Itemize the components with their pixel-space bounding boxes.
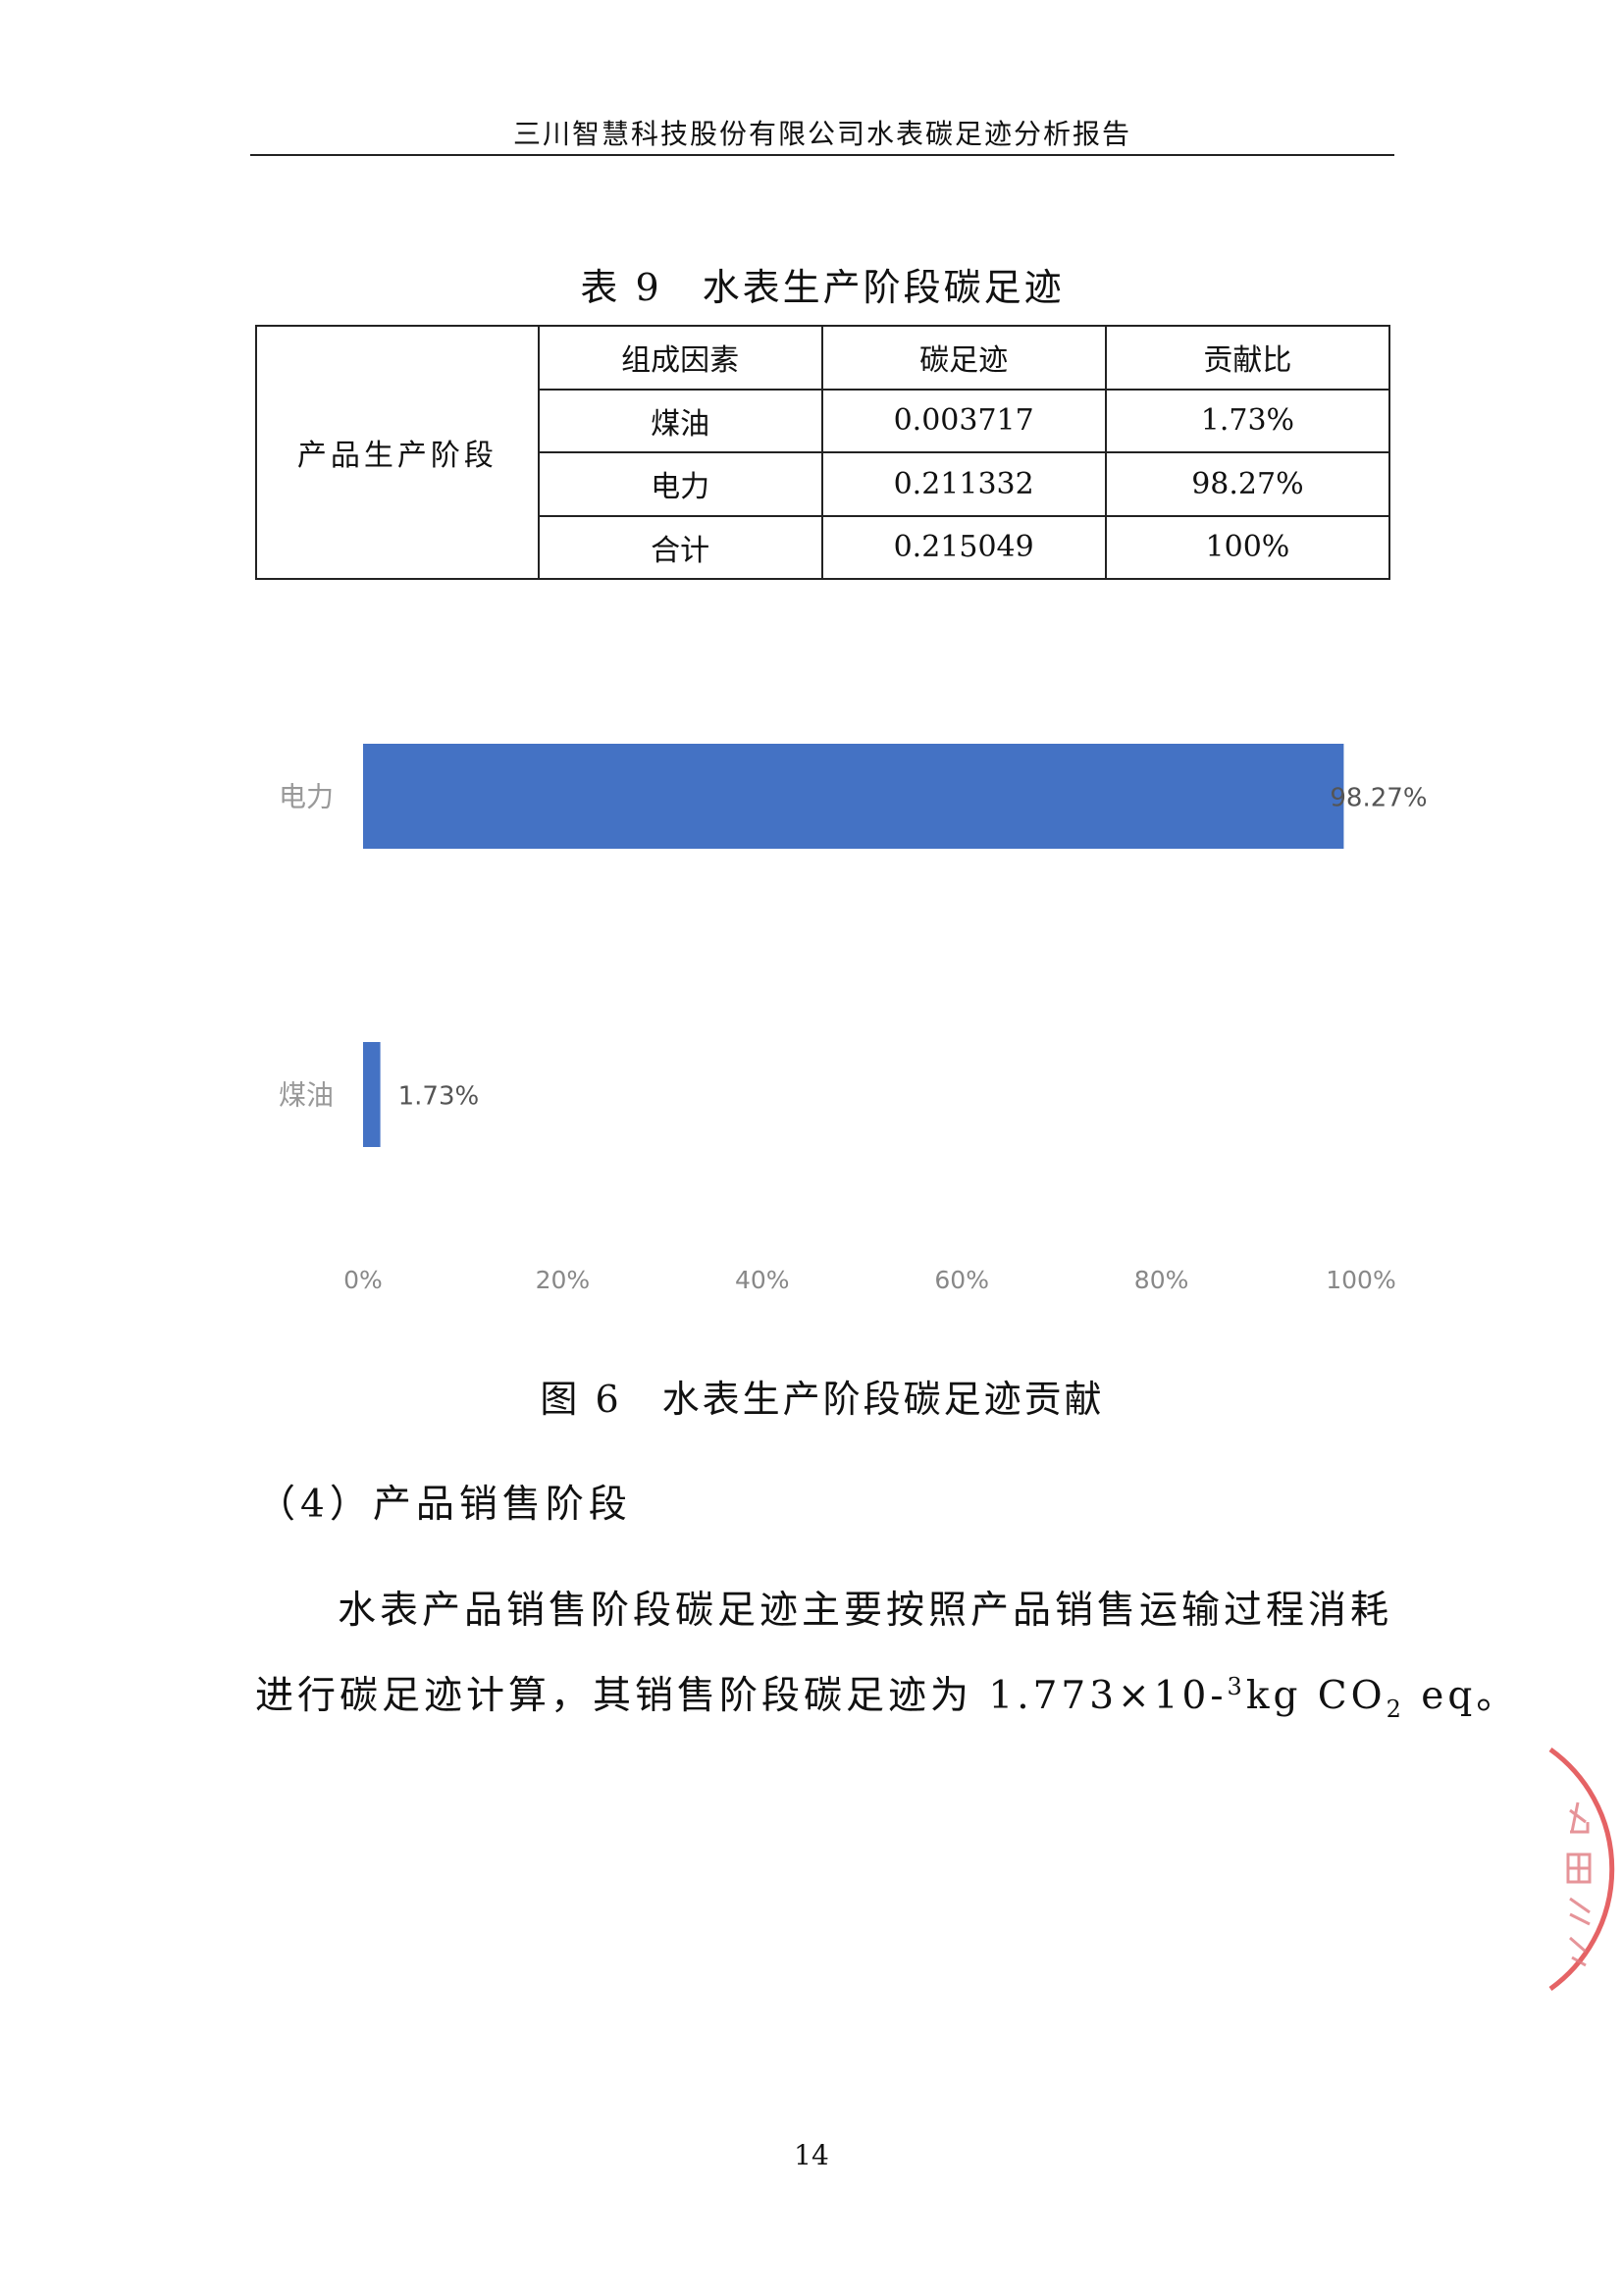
- x-tick-label: 0%: [343, 1266, 383, 1294]
- contribution-bar-chart: 电力 98.27% 煤油 1.73% 0% 20% 40% 60% 80% 100%: [279, 744, 1428, 1294]
- table-cell: 1.73%: [1104, 388, 1391, 453]
- carbon-footprint-table: 产品生产阶段 组成因素 碳足迹 贡献比 煤油 0.003717 1.73% 电力…: [255, 325, 1391, 580]
- table-cell: 0.215049: [820, 514, 1107, 580]
- table-row: 煤油 0.003717 1.73%: [256, 388, 1391, 453]
- column-header: 组成因素: [537, 325, 823, 391]
- column-header: 贡献比: [1104, 325, 1391, 391]
- x-tick-label: 100%: [1326, 1266, 1395, 1294]
- column-header: 碳足迹: [820, 325, 1107, 391]
- figure-caption: 图 6 水表生产阶段碳足迹贡献: [540, 1378, 1105, 1421]
- table-cell: 98.27%: [1104, 451, 1391, 517]
- table-cell: 0.211332: [820, 451, 1107, 517]
- x-tick-label: 20%: [536, 1266, 591, 1294]
- subscript: 2: [1386, 1695, 1405, 1723]
- data-label: 98.27%: [1330, 784, 1427, 813]
- company-seal-stamp: [1548, 1747, 1615, 1992]
- table-cell: 0.003717: [820, 388, 1107, 453]
- bar: [363, 1042, 381, 1147]
- text: kg CO: [1245, 1674, 1387, 1718]
- section-heading: （4）产品销售阶段: [257, 1483, 632, 1527]
- text: eq。: [1404, 1674, 1519, 1718]
- table-row: 电力 0.211332 98.27%: [256, 451, 1391, 517]
- text: 进行碳足迹计算，其销售阶段碳足迹为 1.773×10-: [255, 1674, 1228, 1718]
- table-cell: 电力: [537, 451, 823, 517]
- table-header-row: 产品生产阶段 组成因素 碳足迹 贡献比: [255, 325, 1391, 580]
- x-tick-label: 80%: [1134, 1266, 1189, 1294]
- bar: [363, 744, 1344, 849]
- table-cell: 100%: [1104, 514, 1391, 580]
- x-tick-label: 40%: [735, 1266, 790, 1294]
- x-tick-label: 60%: [934, 1266, 989, 1294]
- category-label: 电力: [279, 781, 334, 813]
- header-rule: [250, 154, 1394, 156]
- superscript: 3: [1227, 1673, 1246, 1700]
- stage-cell: 产品生产阶段: [255, 325, 540, 580]
- paragraph-line-2: 进行碳足迹计算，其销售阶段碳足迹为 1.773×10-3kg CO2 eq。: [255, 1665, 1518, 1723]
- page-number: 14: [794, 2139, 829, 2171]
- running-header: 三川智慧科技股份有限公司水表碳足迹分析报告: [512, 118, 1131, 150]
- table-row: 合计 0.215049 100%: [256, 514, 1391, 580]
- table-cell: 合计: [537, 514, 823, 580]
- table-cell: 煤油: [537, 388, 823, 453]
- category-label: 煤油: [279, 1079, 334, 1112]
- data-label: 1.73%: [398, 1082, 480, 1112]
- paragraph-line-1: 水表产品销售阶段碳足迹主要按照产品销售运输过程消耗: [338, 1589, 1393, 1633]
- table-caption: 表 9 水表生产阶段碳足迹: [580, 266, 1065, 309]
